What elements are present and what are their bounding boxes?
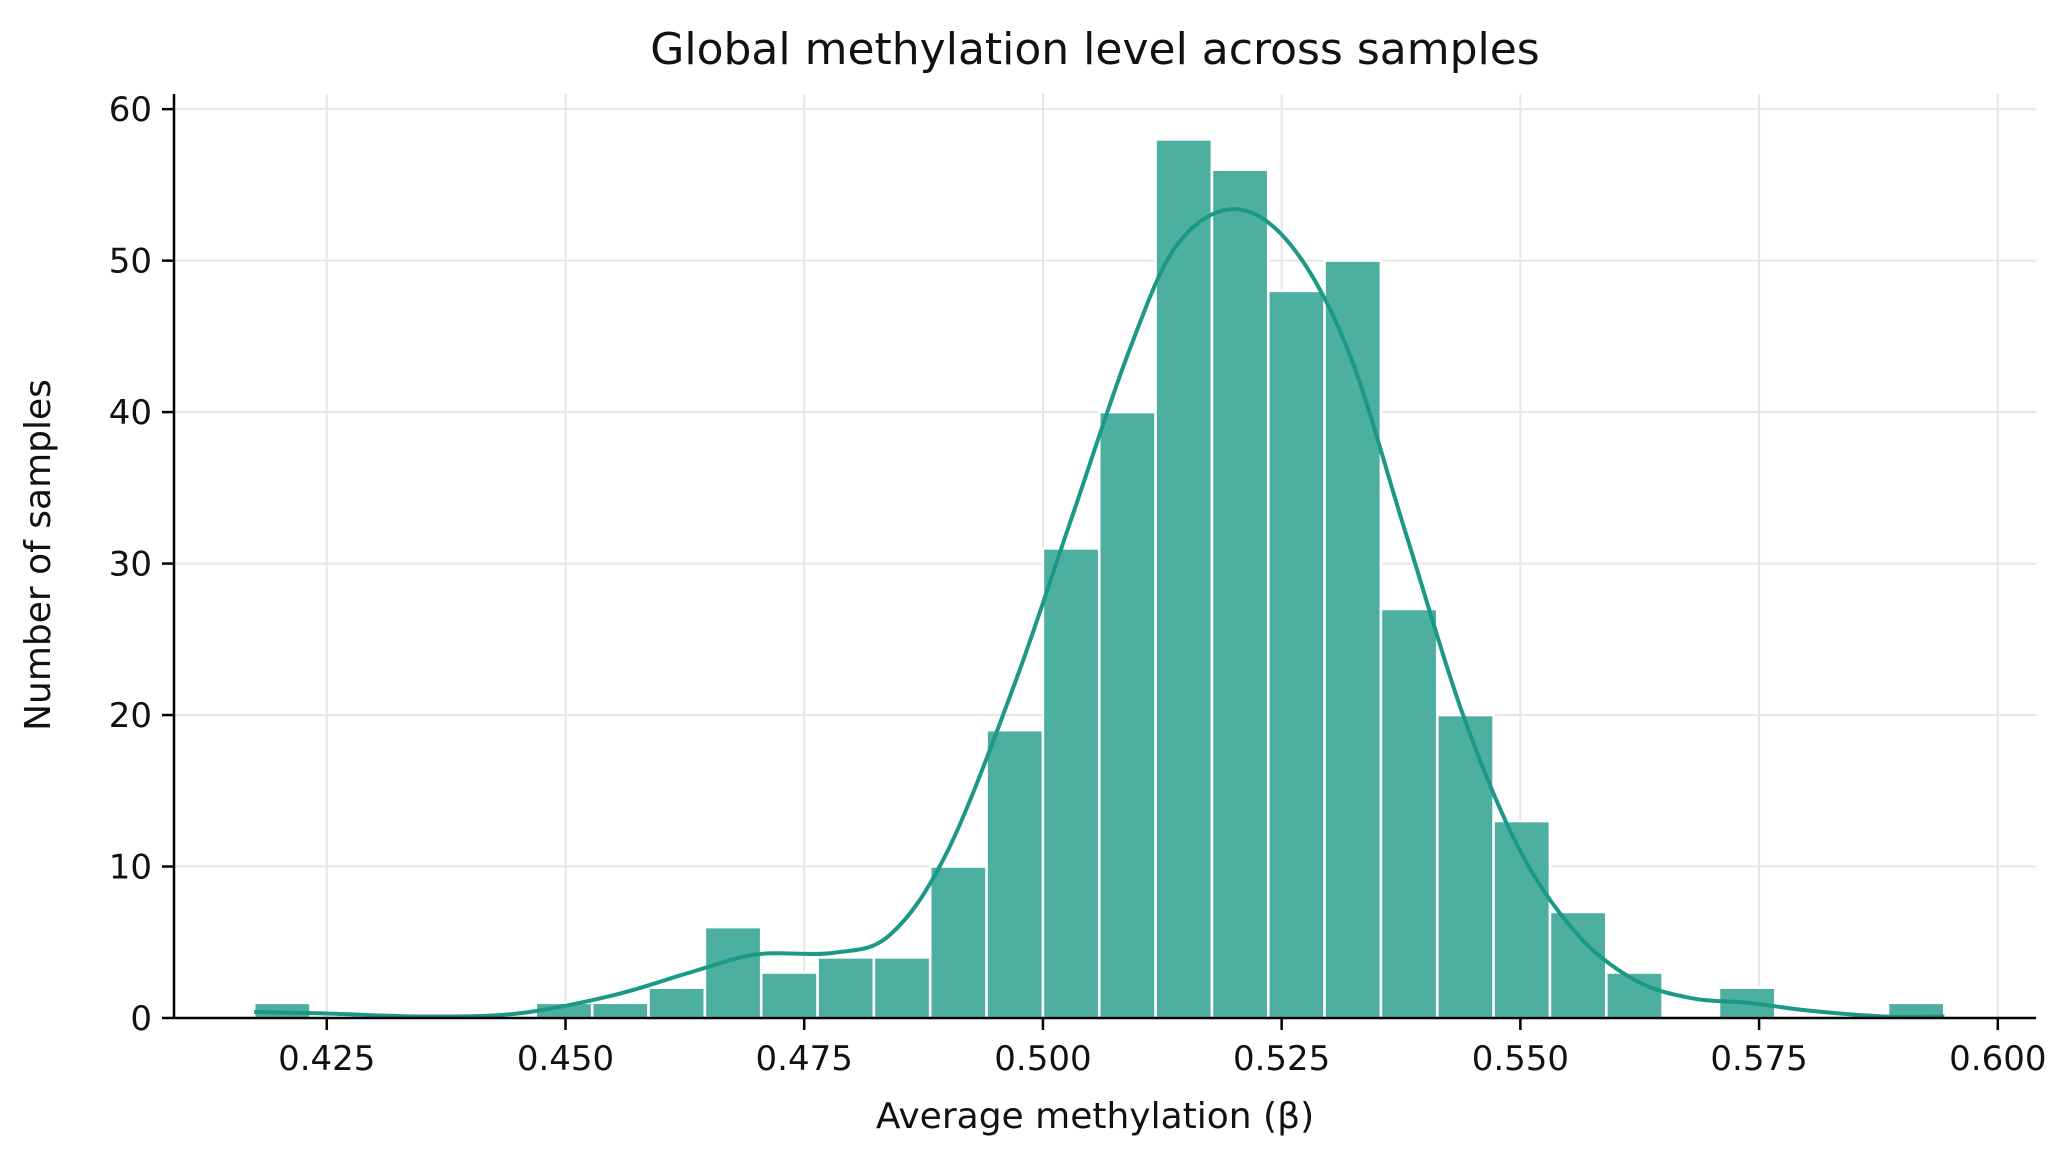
y-tick-label-0: 0	[130, 999, 152, 1039]
histogram-bar-7	[872, 956, 932, 1020]
x-tick-label-5: 0.550	[1472, 1039, 1569, 1079]
histogram-bar-17	[1436, 713, 1495, 1020]
x-tick-label-6: 0.575	[1710, 1039, 1807, 1079]
y-tick-label-3: 30	[109, 545, 152, 585]
y-tick-label-1: 10	[109, 848, 152, 888]
histogram-bar-11	[1098, 410, 1157, 1020]
histogram-bar-19	[1548, 910, 1608, 1020]
x-tick-label-0: 0.425	[278, 1039, 375, 1079]
histogram-bar-9	[985, 728, 1045, 1020]
histogram-bar-2	[590, 1001, 650, 1020]
histogram-bar-10	[1041, 547, 1101, 1020]
histogram-bar-6	[816, 956, 876, 1020]
histogram-bar-15	[1323, 259, 1383, 1020]
histogram-bar-3	[647, 986, 707, 1020]
histogram-bar-8	[929, 865, 988, 1020]
x-tick-label-3: 0.500	[994, 1039, 1091, 1079]
x-tick-label-4: 0.525	[1233, 1039, 1330, 1079]
axes: 0.425 0.450 0.475 0.500 0.525 0.550 0.575 0.600…	[109, 90, 2047, 1079]
y-tick-label-4: 40	[109, 393, 152, 433]
x-tick-label-7: 0.600	[1949, 1039, 2046, 1079]
kde-curve	[254, 207, 1945, 1019]
histogram-bar-4	[703, 925, 763, 1020]
histogram-bar-14	[1267, 289, 1326, 1020]
histogram-bar-16	[1379, 607, 1439, 1020]
histogram-bars	[252, 138, 1946, 1020]
chart-title: Global methylation level across samples	[650, 24, 1539, 75]
x-tick-label-2: 0.475	[756, 1039, 853, 1079]
x-axis-label: Average methylation (β)	[876, 1096, 1314, 1137]
x-tick-label-1: 0.450	[517, 1039, 614, 1079]
histogram-bar-13	[1210, 168, 1270, 1020]
histogram-bar-12	[1154, 138, 1214, 1020]
histogram-bar-5	[759, 971, 819, 1020]
y-tick-label-6: 60	[109, 90, 152, 130]
y-tick-label-5: 50	[109, 242, 152, 282]
y-axis-label: Number of samples	[18, 379, 59, 731]
y-tick-label-2: 20	[109, 696, 152, 736]
